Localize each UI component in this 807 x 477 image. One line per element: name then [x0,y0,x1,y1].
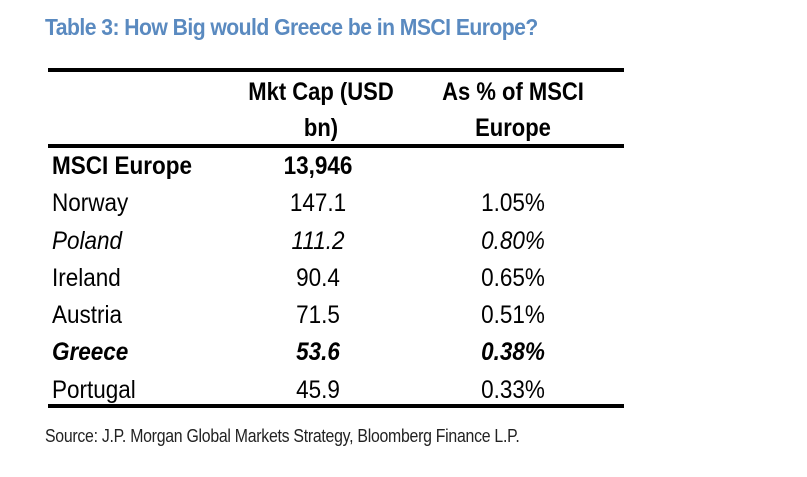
table-row: Poland 111.2 0.80% [48,223,624,260]
row-mkt-cap: 147.1 [289,189,347,218]
source-note: Source: J.P. Morgan Global Markets Strat… [45,426,520,446]
table-row: Austria 71.5 0.51% [48,297,624,334]
row-pct: 0.80% [481,226,545,255]
table-row: Ireland 90.4 0.65% [48,260,624,297]
row-mkt-cap: 90.4 [296,263,340,292]
table-row: Portugal 45.9 0.33% [48,372,624,409]
row-mkt-cap: 45.9 [296,375,340,404]
row-pct: 0.33% [481,375,545,404]
table-row-highlight: Greece 53.6 0.38% [48,334,624,371]
header-rule [48,144,624,148]
row-pct: 0.38% [481,338,545,367]
header-pct-line2: Europe [475,114,551,142]
data-table: Mkt Cap (USD bn) As % of MSCI Europe MSC… [48,68,624,408]
row-name: Norway [52,189,129,218]
row-mkt-cap: 111.2 [291,226,345,255]
row-mkt-cap: 71.5 [296,301,340,330]
header-pct: As % of MSCI Europe [429,74,596,146]
row-name: Austria [52,301,123,330]
header-mkt-cap: Mkt Cap (USD bn) [237,74,404,146]
bottom-rule [48,404,624,408]
row-pct: 0.65% [481,263,545,292]
table-row: MSCI Europe 13,946 [48,148,624,185]
row-name: MSCI Europe [52,152,193,180]
header-pct-line1: As % of MSCI [442,78,584,106]
header-mkt-cap-line2: bn) [303,114,339,142]
header-mkt-cap-line1: Mkt Cap (USD [248,78,394,106]
table-row: Norway 147.1 1.05% [48,185,624,222]
row-name: Greece [52,338,129,367]
row-mkt-cap: 53.6 [296,338,340,367]
top-rule [48,68,624,72]
row-pct: 0.51% [481,301,545,330]
row-name: Poland [52,226,123,255]
row-name: Portugal [52,375,136,404]
table-title: Table 3: How Big would Greece be in MSCI… [45,14,538,40]
table-header: Mkt Cap (USD bn) As % of MSCI Europe [48,72,624,144]
row-pct: 1.05% [481,189,545,218]
row-mkt-cap: 13,946 [283,152,353,180]
row-name: Ireland [52,263,121,292]
table-body: MSCI Europe 13,946 Norway 147.1 1.05% Po… [48,148,624,404]
